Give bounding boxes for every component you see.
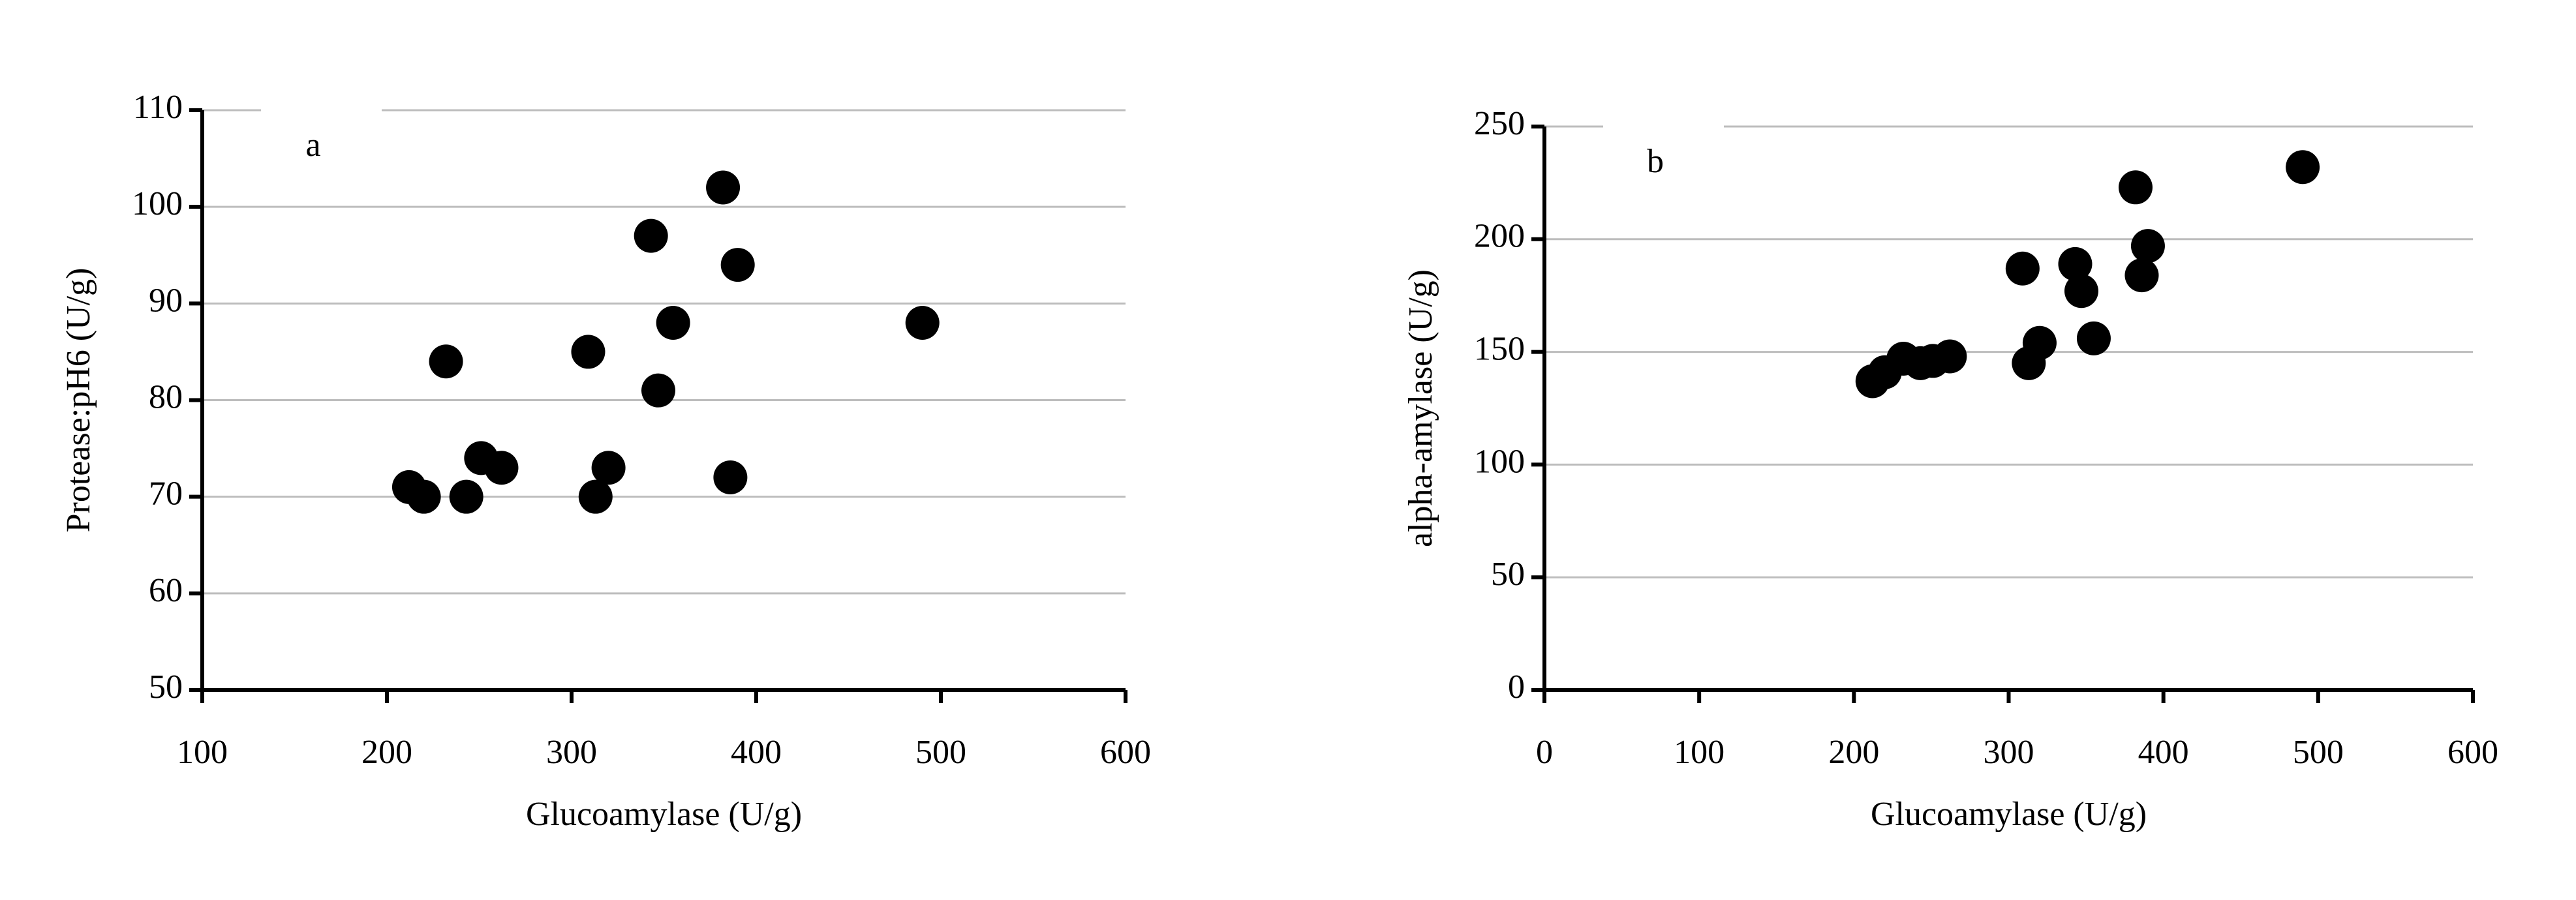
point bbox=[571, 335, 606, 369]
x-axis-label: Glucoamylase (U/g) bbox=[1871, 796, 2147, 833]
point bbox=[2064, 274, 2098, 308]
point bbox=[905, 305, 940, 340]
x-tick-label: 100 bbox=[1674, 734, 1725, 771]
point bbox=[2286, 150, 2320, 185]
point bbox=[713, 460, 748, 495]
y-tick-label: 100 bbox=[132, 185, 183, 222]
y-axis-label: alpha-amylase (U/g) bbox=[1402, 269, 1439, 547]
point bbox=[656, 305, 690, 340]
point bbox=[706, 170, 741, 205]
point bbox=[2076, 321, 2111, 355]
x-tick-label: 300 bbox=[546, 734, 597, 771]
panel-label: a bbox=[305, 127, 320, 164]
point bbox=[2124, 258, 2159, 293]
y-tick-label: 0 bbox=[1508, 668, 1525, 706]
panel-label-box bbox=[1603, 125, 1724, 217]
x-tick-label: 200 bbox=[1828, 734, 1879, 771]
point bbox=[1933, 339, 1967, 374]
y-axis-label: Protease:pH6 (U/g) bbox=[60, 268, 97, 533]
point bbox=[2005, 251, 2040, 286]
y-tick-label: 50 bbox=[1491, 556, 1525, 593]
y-tick-label: 250 bbox=[1474, 105, 1525, 142]
x-tick-label: 200 bbox=[361, 734, 412, 771]
point bbox=[406, 479, 441, 514]
point bbox=[634, 218, 668, 253]
y-tick-label: 200 bbox=[1474, 218, 1525, 255]
y-tick-label: 60 bbox=[149, 572, 183, 609]
x-tick-label: 400 bbox=[731, 734, 782, 771]
x-tick-label: 100 bbox=[177, 734, 228, 771]
y-tick-label: 50 bbox=[149, 668, 183, 706]
x-tick-label: 0 bbox=[1536, 734, 1553, 771]
point bbox=[641, 373, 676, 408]
x-tick-label: 500 bbox=[2293, 734, 2344, 771]
point bbox=[449, 479, 483, 514]
x-tick-label: 400 bbox=[2138, 734, 2189, 771]
point bbox=[2022, 325, 2057, 360]
x-tick-label: 600 bbox=[2447, 734, 2498, 771]
y-tick-label: 150 bbox=[1474, 331, 1525, 368]
x-tick-label: 500 bbox=[915, 734, 966, 771]
y-tick-label: 110 bbox=[133, 89, 183, 126]
x-tick-label: 300 bbox=[1984, 734, 2034, 771]
x-tick-label: 600 bbox=[1100, 734, 1151, 771]
panel-label: b bbox=[1647, 143, 1664, 180]
point bbox=[429, 344, 463, 379]
point bbox=[720, 248, 755, 282]
y-tick-label: 80 bbox=[149, 378, 183, 415]
y-tick-label: 100 bbox=[1474, 443, 1525, 480]
x-axis-label: Glucoamylase (U/g) bbox=[526, 796, 802, 833]
point bbox=[2058, 247, 2093, 281]
panel-label-box bbox=[261, 109, 382, 200]
y-tick-label: 90 bbox=[149, 282, 183, 319]
point bbox=[484, 451, 519, 485]
y-tick-label: 70 bbox=[149, 475, 183, 513]
point bbox=[2130, 229, 2165, 263]
point bbox=[578, 479, 613, 514]
point bbox=[2118, 170, 2153, 205]
point bbox=[591, 451, 626, 485]
